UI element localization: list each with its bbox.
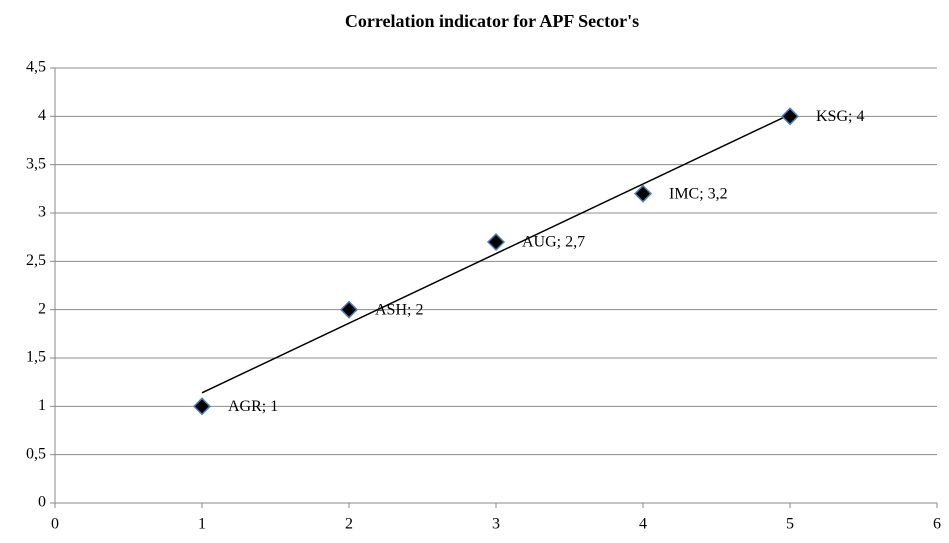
y-tick-label: 2 <box>38 300 46 317</box>
marker <box>780 107 800 126</box>
x-tick-label: 5 <box>786 516 794 533</box>
y-tick-label: 4,5 <box>26 59 46 76</box>
chart-title: Correlation indicator for APF Sector's <box>345 11 639 31</box>
data-label: KSG; 4 <box>816 108 864 125</box>
x-tick-label: 0 <box>51 516 59 533</box>
data-label: IMC; 3,2 <box>669 185 728 202</box>
y-tick-label: 0 <box>38 494 46 511</box>
x-tick-label: 2 <box>345 516 353 533</box>
y-tick-label: 1,5 <box>26 349 46 366</box>
x-tick-label: 6 <box>933 516 941 533</box>
y-tick-label: 3,5 <box>26 155 46 172</box>
y-tick-label: 2,5 <box>26 252 46 269</box>
trendline <box>201 113 791 394</box>
x-tick-label: 4 <box>639 516 647 533</box>
marker <box>486 232 506 252</box>
y-tick-label: 1 <box>38 397 46 414</box>
y-tick-label: 0,5 <box>26 445 46 462</box>
x-tick-label: 3 <box>492 516 500 533</box>
data-label: AUG; 2,7 <box>522 234 585 251</box>
marker <box>633 184 653 203</box>
data-label: ASH; 2 <box>375 301 423 318</box>
marker <box>339 300 359 319</box>
y-tick-label: 4 <box>38 107 46 124</box>
y-tick-label: 3 <box>38 204 46 221</box>
data-label: AGR; 1 <box>228 398 278 415</box>
marker <box>192 397 212 416</box>
x-tick-label: 1 <box>198 516 206 533</box>
